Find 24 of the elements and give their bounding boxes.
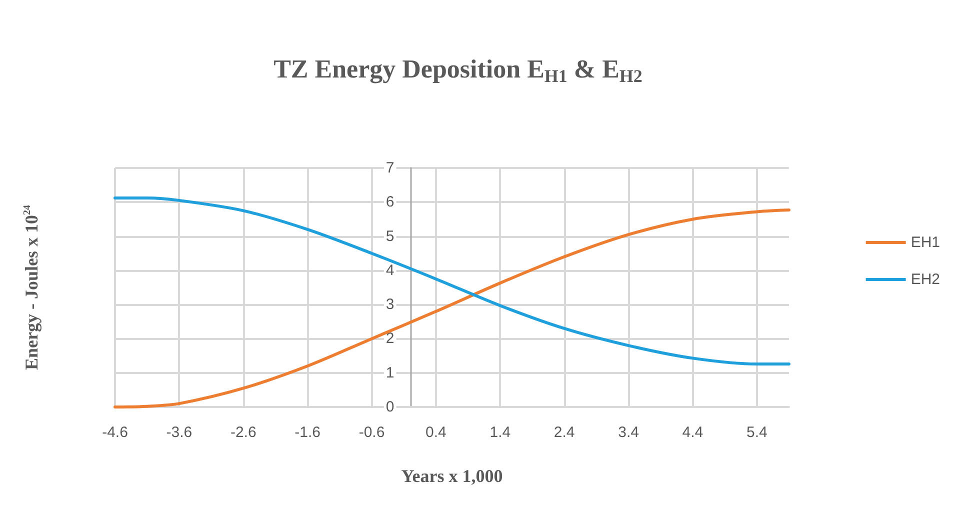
y-tick-label: 7 (386, 160, 394, 176)
x-tick-label: -2.6 (230, 424, 256, 441)
x-tick-label: 5.4 (746, 424, 768, 441)
x-tick-label: 0.4 (426, 424, 446, 441)
x-tick-label: 2.4 (554, 424, 575, 441)
y-tick-label: 3 (386, 296, 394, 314)
y-axis-title: Energy - Joules x 1024 (21, 205, 42, 370)
legend-label: EH1 (910, 234, 940, 251)
x-tick-label: -1.6 (294, 424, 320, 441)
x-axis-title: Years x 1,000 (401, 466, 503, 486)
x-tick-label: 1.4 (490, 424, 511, 441)
x-tick-label: -0.6 (358, 424, 385, 441)
y-tick-label: 5 (386, 228, 394, 245)
x-tick-label: -4.6 (102, 424, 128, 441)
x-tick-label: 4.4 (682, 424, 704, 441)
x-tick-label: -3.6 (166, 424, 192, 441)
y-tick-label: 4 (386, 262, 394, 279)
line-series (114, 196, 790, 366)
y-tick-label: 1 (386, 364, 394, 382)
legend-label: EH2 (910, 271, 940, 288)
x-tick-label: 3.4 (618, 424, 639, 441)
y-tick-label: 6 (386, 194, 394, 211)
y-tick-label: 2 (386, 330, 394, 348)
y-tick-label: 0 (386, 398, 394, 416)
